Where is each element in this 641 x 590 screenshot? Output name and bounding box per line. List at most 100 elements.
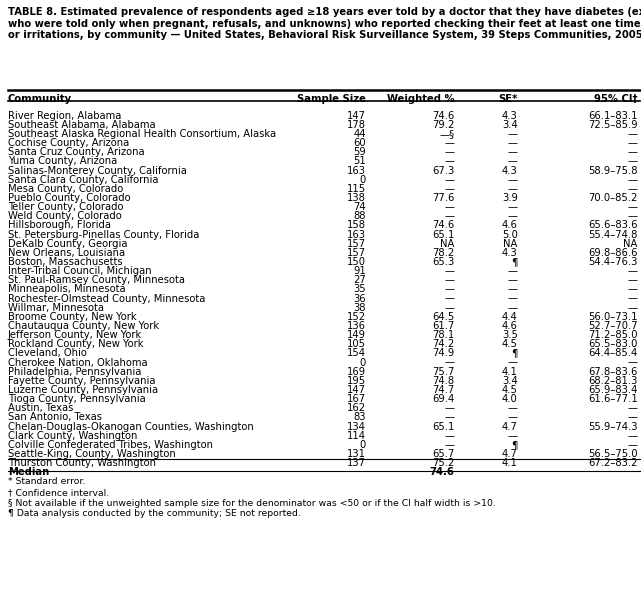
Text: DeKalb County, Georgia: DeKalb County, Georgia <box>8 239 127 248</box>
Text: Weld County, Colorado: Weld County, Colorado <box>8 211 121 221</box>
Text: 4.3: 4.3 <box>502 166 518 175</box>
Text: ¶ Data analysis conducted by the community; SE not reported.: ¶ Data analysis conducted by the communi… <box>8 509 301 518</box>
Text: 91: 91 <box>353 266 366 276</box>
Text: —: — <box>444 211 454 221</box>
Text: —: — <box>444 266 454 276</box>
Text: —: — <box>508 156 518 166</box>
Text: 4.4: 4.4 <box>502 312 518 322</box>
Text: 67.2–83.2: 67.2–83.2 <box>588 458 638 468</box>
Text: —: — <box>444 184 454 194</box>
Text: 61.6–77.1: 61.6–77.1 <box>588 394 638 404</box>
Text: 162: 162 <box>347 404 366 413</box>
Text: * Standard error.: * Standard error. <box>8 477 85 486</box>
Text: Yuma County, Arizona: Yuma County, Arizona <box>8 156 117 166</box>
Text: 4.5: 4.5 <box>502 339 518 349</box>
Text: —: — <box>508 175 518 185</box>
Text: TABLE 8. Estimated prevalence of respondents aged ≥18 years ever told by a docto: TABLE 8. Estimated prevalence of respond… <box>8 7 641 40</box>
Text: —: — <box>444 358 454 368</box>
Text: Minneapolis, Minnesota: Minneapolis, Minnesota <box>8 284 126 294</box>
Text: Sample Size: Sample Size <box>297 94 366 104</box>
Text: —: — <box>508 211 518 221</box>
Text: —: — <box>444 303 454 313</box>
Text: 68.2–81.3: 68.2–81.3 <box>588 376 638 386</box>
Text: 51: 51 <box>353 156 366 166</box>
Text: Weighted %: Weighted % <box>387 94 454 104</box>
Text: —: — <box>508 303 518 313</box>
Text: 56.5–75.0: 56.5–75.0 <box>588 449 638 459</box>
Text: 88: 88 <box>354 211 366 221</box>
Text: 195: 195 <box>347 376 366 386</box>
Text: 69.8–86.6: 69.8–86.6 <box>588 248 638 258</box>
Text: Mesa County, Colorado: Mesa County, Colorado <box>8 184 123 194</box>
Text: Inter-Tribal Council, Michigan: Inter-Tribal Council, Michigan <box>8 266 151 276</box>
Text: † Confidence interval.: † Confidence interval. <box>8 488 109 497</box>
Text: 0: 0 <box>360 358 366 368</box>
Text: —: — <box>628 294 638 303</box>
Text: Hillsborough, Florida: Hillsborough, Florida <box>8 221 111 230</box>
Text: Colville Confederated Tribes, Washington: Colville Confederated Tribes, Washington <box>8 440 213 450</box>
Text: 4.1: 4.1 <box>502 367 518 376</box>
Text: Chelan-Douglas-Okanogan Counties, Washington: Chelan-Douglas-Okanogan Counties, Washin… <box>8 422 253 431</box>
Text: Fayette County, Pennsylvania: Fayette County, Pennsylvania <box>8 376 155 386</box>
Text: —: — <box>628 284 638 294</box>
Text: 115: 115 <box>347 184 366 194</box>
Text: 3.9: 3.9 <box>502 193 518 203</box>
Text: 65.3: 65.3 <box>432 257 454 267</box>
Text: 65.7: 65.7 <box>432 449 454 459</box>
Text: —: — <box>628 358 638 368</box>
Text: —: — <box>444 412 454 422</box>
Text: 5.0: 5.0 <box>502 230 518 240</box>
Text: —: — <box>508 431 518 441</box>
Text: 75.2: 75.2 <box>432 458 454 468</box>
Text: —: — <box>508 412 518 422</box>
Text: 64.5: 64.5 <box>432 312 454 322</box>
Text: 74.6: 74.6 <box>429 467 454 477</box>
Text: —: — <box>508 138 518 148</box>
Text: 154: 154 <box>347 349 366 358</box>
Text: —: — <box>508 294 518 303</box>
Text: 74.6: 74.6 <box>432 111 454 120</box>
Text: Seattle-King, County, Washington: Seattle-King, County, Washington <box>8 449 176 459</box>
Text: —: — <box>628 138 638 148</box>
Text: Jefferson County, New York: Jefferson County, New York <box>8 330 142 340</box>
Text: 3.5: 3.5 <box>502 330 518 340</box>
Text: —: — <box>444 431 454 441</box>
Text: 65.1: 65.1 <box>432 230 454 240</box>
Text: River Region, Alabama: River Region, Alabama <box>8 111 121 120</box>
Text: 71.2–85.0: 71.2–85.0 <box>588 330 638 340</box>
Text: Broome County, New York: Broome County, New York <box>8 312 137 322</box>
Text: Santa Cruz County, Arizona: Santa Cruz County, Arizona <box>8 148 144 157</box>
Text: 134: 134 <box>347 422 366 431</box>
Text: Median: Median <box>8 467 49 477</box>
Text: —: — <box>628 184 638 194</box>
Text: 74: 74 <box>353 202 366 212</box>
Text: 158: 158 <box>347 221 366 230</box>
Text: 0: 0 <box>360 440 366 450</box>
Text: Chautauqua County, New York: Chautauqua County, New York <box>8 321 159 331</box>
Text: 4.7: 4.7 <box>502 422 518 431</box>
Text: NA: NA <box>503 239 518 248</box>
Text: Rochester-Olmstead County, Minnesota: Rochester-Olmstead County, Minnesota <box>8 294 205 303</box>
Text: Luzerne County, Pennsylvania: Luzerne County, Pennsylvania <box>8 385 158 395</box>
Text: ¶: ¶ <box>512 440 518 450</box>
Text: NA: NA <box>440 239 454 248</box>
Text: 61.7: 61.7 <box>432 321 454 331</box>
Text: ¶: ¶ <box>512 349 518 358</box>
Text: —: — <box>444 404 454 413</box>
Text: 83: 83 <box>354 412 366 422</box>
Text: 79.2: 79.2 <box>432 120 454 130</box>
Text: 59: 59 <box>353 148 366 157</box>
Text: 54.4–76.3: 54.4–76.3 <box>588 257 638 267</box>
Text: —: — <box>628 211 638 221</box>
Text: 147: 147 <box>347 385 366 395</box>
Text: —: — <box>444 156 454 166</box>
Text: 66.1–83.1: 66.1–83.1 <box>588 111 638 120</box>
Text: 74.7: 74.7 <box>432 385 454 395</box>
Text: 3.4: 3.4 <box>502 120 518 130</box>
Text: 77.6: 77.6 <box>432 193 454 203</box>
Text: ¶: ¶ <box>512 257 518 267</box>
Text: 74.2: 74.2 <box>432 339 454 349</box>
Text: Thurston County, Washington: Thurston County, Washington <box>8 458 156 468</box>
Text: Rockland County, New York: Rockland County, New York <box>8 339 143 349</box>
Text: 4.7: 4.7 <box>502 449 518 459</box>
